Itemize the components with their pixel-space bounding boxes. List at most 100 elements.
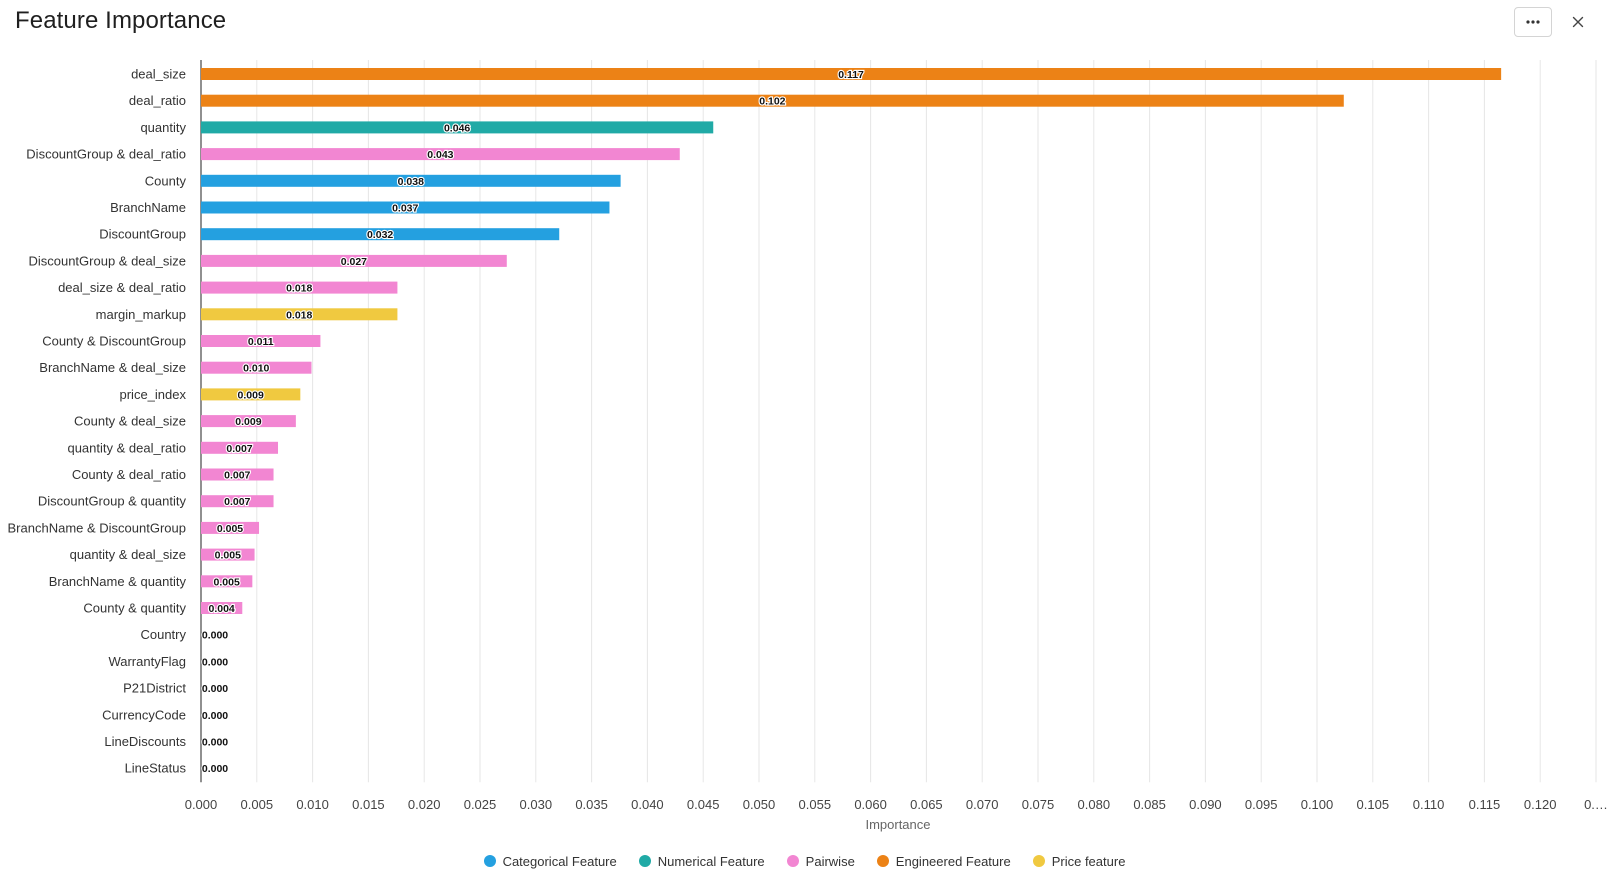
x-tick-label: 0.000	[185, 797, 218, 812]
data-label: 0.000	[202, 737, 228, 749]
data-label: 0.000	[202, 656, 228, 668]
x-tick-label: 0.050	[743, 797, 776, 812]
y-tick-label: LineStatus	[125, 761, 187, 776]
x-axis-label: Importance	[865, 817, 930, 832]
bar-branchname-quantity[interactable]	[201, 575, 253, 588]
data-label: 0.007	[224, 470, 250, 482]
data-label: 0.009	[238, 389, 264, 401]
legend-swatch	[786, 855, 799, 867]
y-tick-label: margin_markup	[96, 307, 186, 322]
legend-swatch	[483, 855, 496, 867]
bar-quantity[interactable]	[201, 121, 714, 134]
bar-discountgroup-deal-ratio[interactable]	[201, 148, 680, 161]
y-tick-label: quantity & deal_size	[70, 547, 186, 562]
bar-county-discountgroup[interactable]	[201, 335, 321, 347]
x-tick-label: 0.030	[520, 797, 553, 812]
data-label: 0.005	[217, 523, 243, 535]
x-tick-label: 0.060	[854, 797, 887, 812]
bar-price-index[interactable]	[201, 388, 301, 401]
page-title: Feature Importance	[15, 7, 227, 34]
y-tick-label: CurrencyCode	[102, 707, 186, 722]
bar-quantity-deal-size[interactable]	[201, 548, 255, 561]
bar-branchname-deal-size[interactable]	[201, 361, 312, 374]
bar-quantity-deal-ratio[interactable]	[201, 441, 279, 454]
x-tick-label: 0.020	[408, 797, 441, 812]
x-tick-label: 0.025	[464, 797, 497, 812]
y-tick-label: BranchName & quantity	[49, 574, 187, 589]
y-tick-label: DiscountGroup & deal_ratio	[26, 147, 186, 162]
x-tick-label: 0.095	[1245, 797, 1278, 812]
y-tick-label: County & DiscountGroup	[42, 334, 186, 349]
legend-item-categorical-feature[interactable]: Categorical Feature	[483, 853, 617, 869]
data-label: 0.000	[202, 630, 228, 642]
bar-deal-ratio[interactable]	[201, 94, 1344, 107]
grid-lines	[256, 60, 1597, 783]
x-tick-label: 0.045	[687, 797, 720, 812]
y-tick-label: BranchName	[110, 200, 186, 215]
data-label: 0.043	[427, 149, 453, 161]
legend-item-price-feature[interactable]: Price feature	[1032, 854, 1125, 869]
bar-margin-markup[interactable]	[201, 308, 398, 321]
y-tick-label: deal_size	[131, 67, 186, 82]
bars	[201, 68, 1502, 614]
x-tick-label: 0.120	[1524, 797, 1557, 812]
x-tick-label: 0.035	[575, 797, 608, 812]
y-tick-label: WarrantyFlag	[108, 654, 186, 669]
y-tick-label: County	[145, 173, 187, 188]
y-tick-label: P21District	[123, 681, 186, 696]
bar-discountgroup-deal-size[interactable]	[201, 254, 507, 267]
legend-item-engineered-feature[interactable]: Engineered Feature	[876, 853, 1011, 869]
data-label: 0.117	[838, 69, 864, 81]
x-tick-label: 0.040	[631, 797, 664, 812]
data-label: 0.018	[286, 309, 312, 321]
data-label: 0.032	[367, 229, 393, 241]
y-tick-label: LineDiscounts	[104, 734, 186, 749]
y-tick-label: DiscountGroup & deal_size	[28, 253, 186, 268]
y-tick-label: County & quantity	[83, 601, 186, 616]
y-tick-label: BranchName & deal_size	[39, 360, 186, 375]
bar-county-deal-ratio[interactable]	[201, 468, 274, 481]
bar-discountgroup[interactable]	[201, 228, 560, 241]
y-tick-label: DiscountGroup & quantity	[38, 494, 187, 509]
bar-discountgroup-quantity[interactable]	[201, 495, 274, 508]
x-tick-label: 0.070	[966, 797, 999, 812]
legend-swatch	[1032, 855, 1045, 867]
legend-label: Categorical Feature	[502, 853, 617, 869]
bar-county-deal-size[interactable]	[201, 415, 296, 428]
y-tick-label: deal_ratio	[129, 93, 186, 108]
x-tick-label: 0.075	[1022, 797, 1055, 812]
data-label: 0.005	[214, 576, 240, 588]
header: Feature Importance	[0, 0, 1609, 46]
more-options-button[interactable]	[1514, 7, 1552, 37]
legend-label: Engineered Feature	[895, 853, 1011, 869]
data-label: 0.102	[759, 96, 785, 108]
data-label: 0.018	[286, 283, 312, 295]
bar-deal-size[interactable]	[201, 68, 1502, 80]
x-tick-label: 0.…	[1584, 797, 1608, 812]
bar-branchname-discountgroup[interactable]	[201, 521, 260, 534]
feature-importance-chart: deal_size deal_ratio quantity DiscountGroup…	[0, 46, 1609, 846]
data-label: 0.000	[202, 763, 228, 775]
x-tick-label: 0.055	[799, 797, 832, 812]
data-label: 0.007	[226, 443, 252, 455]
data-label: 0.011	[248, 336, 274, 348]
data-label: 0.027	[341, 256, 367, 268]
bar-county[interactable]	[201, 174, 621, 187]
data-label: 0.000	[202, 683, 228, 695]
data-label: 0.005	[215, 550, 241, 562]
bar-branchname[interactable]	[201, 201, 610, 214]
bar-county-quantity[interactable]	[201, 602, 243, 614]
legend-item-numerical-feature[interactable]: Numerical Feature	[638, 853, 765, 869]
y-tick-label: BranchName & DiscountGroup	[8, 520, 186, 535]
y-tick-label: quantity & deal_ratio	[67, 440, 186, 455]
data-label: 0.046	[444, 122, 470, 134]
chart-svg: deal_size deal_ratio quantity DiscountGroup…	[8, 60, 1608, 832]
legend-label: Numerical Feature	[657, 853, 765, 869]
x-tick-label: 0.100	[1301, 797, 1334, 812]
bar-deal-size-deal-ratio[interactable]	[201, 281, 398, 294]
legend-item-pairwise[interactable]: Pairwise	[786, 854, 855, 869]
y-tick-label: quantity	[140, 120, 186, 135]
x-tick-label: 0.090	[1189, 797, 1222, 812]
y-tick-label: DiscountGroup	[99, 227, 186, 242]
close-button[interactable]	[1565, 9, 1591, 35]
